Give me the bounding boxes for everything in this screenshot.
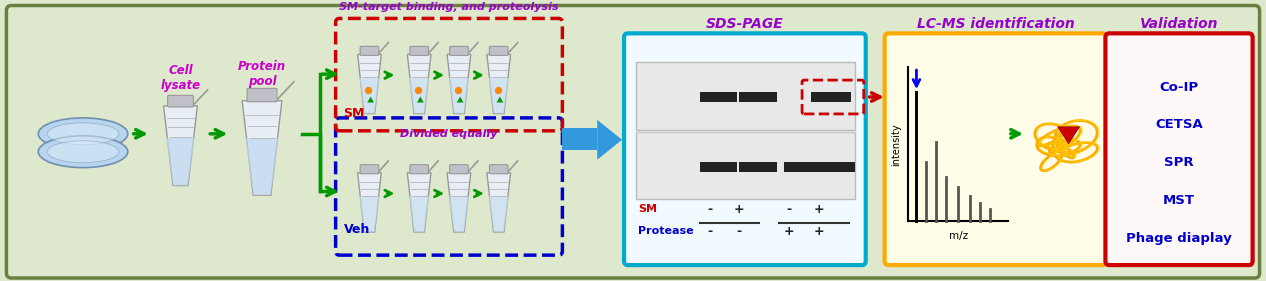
Polygon shape: [487, 55, 510, 114]
Text: Protease: Protease: [638, 226, 694, 236]
Text: m/z: m/z: [948, 231, 967, 241]
Polygon shape: [367, 97, 373, 103]
FancyBboxPatch shape: [636, 132, 855, 200]
Polygon shape: [360, 78, 380, 114]
Text: +: +: [814, 203, 824, 216]
Polygon shape: [357, 55, 381, 114]
FancyBboxPatch shape: [410, 46, 428, 55]
Polygon shape: [598, 120, 622, 160]
Bar: [700, 92, 737, 102]
Polygon shape: [409, 78, 429, 114]
Ellipse shape: [38, 136, 128, 168]
Text: Phage diaplay: Phage diaplay: [1127, 232, 1232, 245]
Polygon shape: [357, 173, 381, 232]
FancyBboxPatch shape: [885, 33, 1106, 265]
Text: SM-target binding, and proteolysis: SM-target binding, and proteolysis: [339, 3, 558, 12]
Text: Divided equally: Divided equally: [400, 129, 498, 139]
Text: -: -: [706, 203, 713, 216]
Text: -: -: [706, 225, 713, 238]
Text: LC-MS identification: LC-MS identification: [917, 17, 1075, 31]
Text: CETSA: CETSA: [1155, 118, 1203, 131]
Polygon shape: [489, 78, 509, 114]
Ellipse shape: [47, 141, 119, 163]
Bar: [812, 92, 851, 102]
FancyBboxPatch shape: [6, 6, 1260, 278]
FancyBboxPatch shape: [636, 62, 855, 130]
Polygon shape: [449, 196, 468, 232]
Text: SM: SM: [343, 107, 365, 121]
Polygon shape: [408, 55, 430, 114]
Bar: [784, 162, 822, 172]
Text: Co-IP: Co-IP: [1160, 81, 1199, 94]
Polygon shape: [447, 173, 471, 232]
Text: Validation: Validation: [1139, 17, 1218, 31]
FancyBboxPatch shape: [167, 96, 194, 107]
Polygon shape: [246, 139, 279, 195]
Text: +: +: [734, 203, 744, 216]
FancyBboxPatch shape: [1105, 33, 1252, 265]
Text: +: +: [814, 225, 824, 238]
Text: intensity: intensity: [891, 123, 901, 166]
Text: Cell
lysate: Cell lysate: [161, 64, 200, 92]
Polygon shape: [417, 97, 424, 103]
Text: -: -: [786, 203, 791, 216]
FancyBboxPatch shape: [624, 33, 866, 265]
Bar: [739, 162, 777, 172]
Text: SPR: SPR: [1165, 156, 1194, 169]
FancyBboxPatch shape: [247, 89, 277, 102]
Ellipse shape: [38, 118, 128, 150]
Polygon shape: [242, 101, 282, 195]
Text: MST: MST: [1163, 194, 1195, 207]
Polygon shape: [487, 173, 510, 232]
Text: SM: SM: [638, 204, 657, 214]
Polygon shape: [163, 106, 197, 185]
Polygon shape: [449, 78, 468, 114]
FancyBboxPatch shape: [490, 46, 508, 55]
Text: SDS-PAGE: SDS-PAGE: [705, 17, 784, 31]
Polygon shape: [1057, 127, 1080, 144]
Ellipse shape: [47, 123, 119, 145]
Text: +: +: [784, 225, 795, 238]
FancyBboxPatch shape: [360, 46, 379, 55]
Polygon shape: [489, 196, 509, 232]
FancyBboxPatch shape: [360, 165, 379, 174]
Polygon shape: [409, 196, 429, 232]
Text: -: -: [737, 225, 742, 238]
FancyBboxPatch shape: [490, 165, 508, 174]
Text: Protein
pool: Protein pool: [238, 60, 286, 88]
Polygon shape: [496, 97, 504, 103]
Polygon shape: [166, 138, 195, 185]
FancyBboxPatch shape: [562, 128, 598, 150]
Polygon shape: [360, 196, 380, 232]
Bar: [817, 162, 855, 172]
FancyBboxPatch shape: [449, 46, 468, 55]
FancyBboxPatch shape: [410, 165, 428, 174]
FancyBboxPatch shape: [449, 165, 468, 174]
Polygon shape: [447, 55, 471, 114]
Text: Veh: Veh: [343, 223, 370, 236]
Bar: [739, 92, 777, 102]
Polygon shape: [457, 97, 463, 103]
Polygon shape: [408, 173, 430, 232]
Bar: [700, 162, 737, 172]
